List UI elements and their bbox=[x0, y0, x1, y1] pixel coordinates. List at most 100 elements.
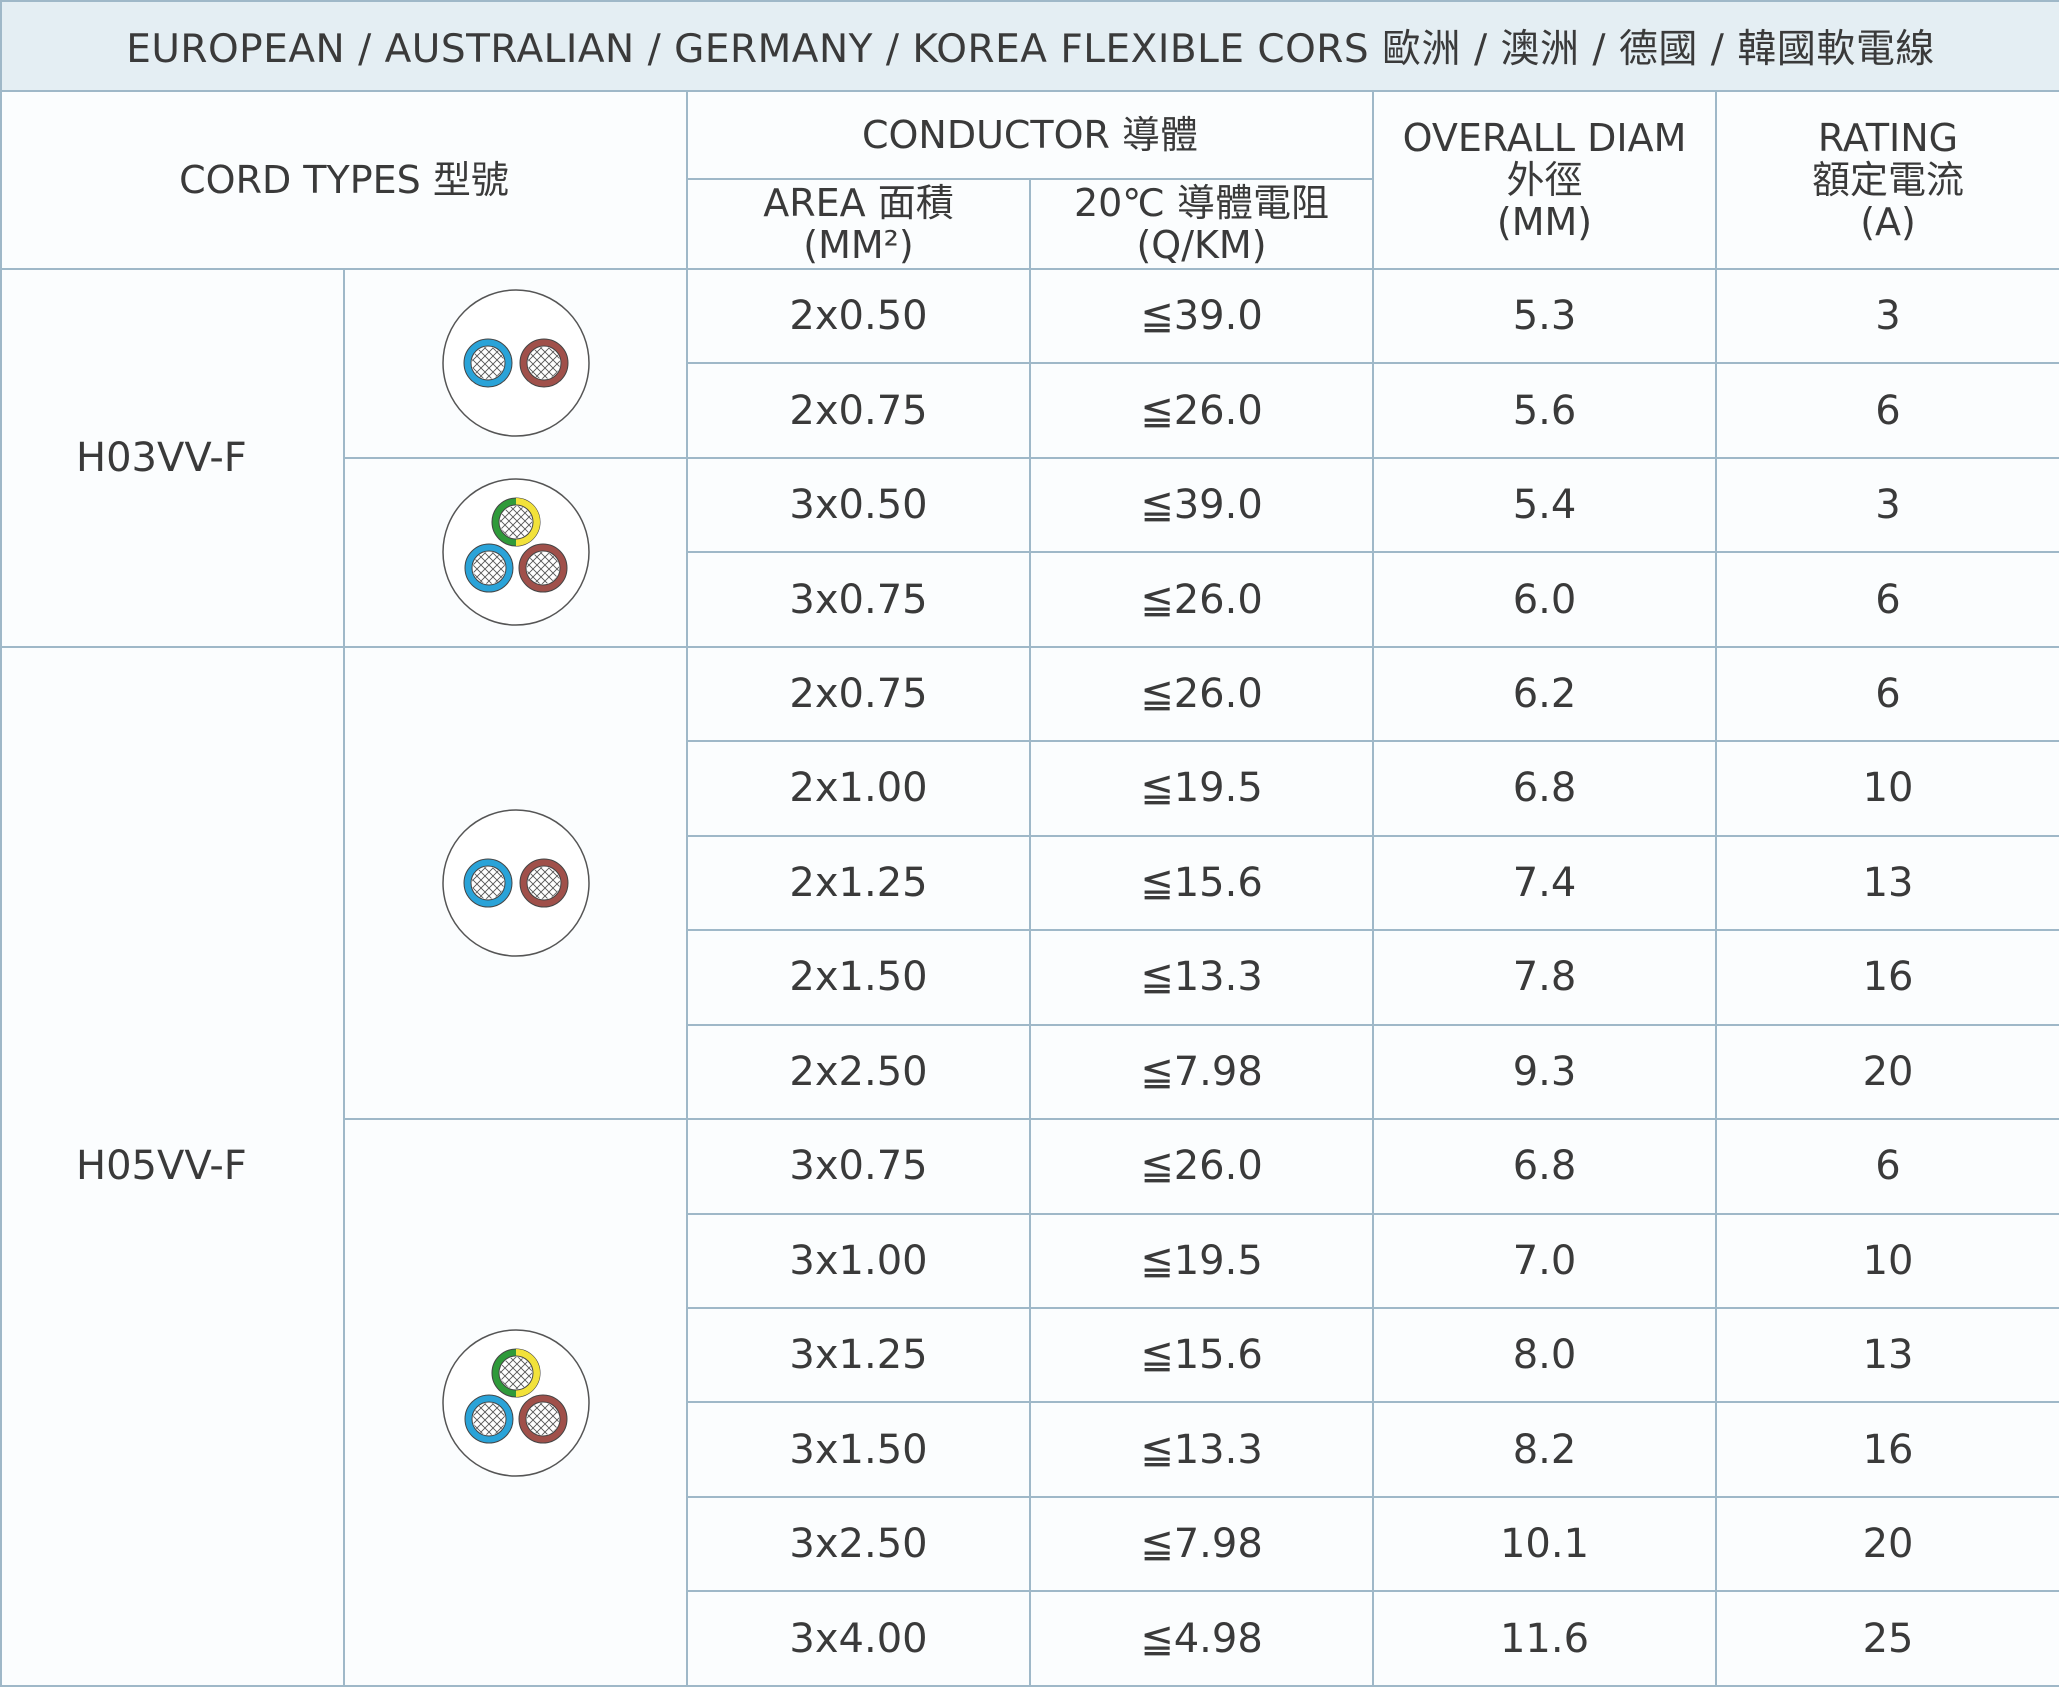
rating-cell: 6 bbox=[1714, 645, 2059, 743]
area-cell: 3x1.00 bbox=[686, 1212, 1031, 1309]
overall-diam-cell: 7.8 bbox=[1372, 929, 1717, 1026]
brown-wire bbox=[518, 543, 567, 593]
rating-cell: 16 bbox=[1714, 929, 2059, 1026]
overall-diam-cell: 7.4 bbox=[1372, 834, 1717, 932]
cable-cross-section-cell bbox=[343, 645, 688, 1121]
area-cell: 2x1.50 bbox=[686, 929, 1031, 1026]
rating-cell: 10 bbox=[1714, 740, 2059, 837]
resistance-cell: ≦19.5 bbox=[1029, 1212, 1374, 1309]
table-title: EUROPEAN / AUSTRALIAN / GERMANY / KOREA … bbox=[0, 0, 2059, 92]
header-rating-line2: 額定電流 bbox=[1812, 158, 1965, 202]
resistance-cell: ≦26.0 bbox=[1029, 645, 1374, 743]
rating-cell: 20 bbox=[1714, 1495, 2059, 1593]
overall-diam-cell: 10.1 bbox=[1372, 1495, 1717, 1593]
overall-diam-cell: 6.0 bbox=[1372, 551, 1717, 648]
resistance-cell: ≦4.98 bbox=[1029, 1590, 1374, 1687]
area-cell: 3x4.00 bbox=[686, 1590, 1031, 1687]
area-cell: 2x0.50 bbox=[686, 267, 1031, 365]
resistance-cell: ≦7.98 bbox=[1029, 1495, 1374, 1593]
overall-diam-cell: 6.2 bbox=[1372, 645, 1717, 743]
table-row: 2x1.50 ≦13.3 7.8 16 bbox=[1, 929, 2059, 1026]
overall-diam-cell: 5.4 bbox=[1372, 456, 1717, 554]
rating-cell: 3 bbox=[1714, 267, 2059, 365]
header-diam-line3: (MM) bbox=[1496, 200, 1593, 244]
overall-diam-cell: 5.3 bbox=[1372, 267, 1717, 365]
table-row: 3x1.25 ≦15.6 8.0 13 bbox=[1, 1306, 2059, 1404]
three-core-cable-icon bbox=[345, 1328, 686, 1478]
cable-cross-section-cell bbox=[343, 456, 688, 648]
rating-cell: 3 bbox=[1714, 456, 2059, 554]
area-cell: 3x1.25 bbox=[686, 1306, 1031, 1404]
resistance-cell: ≦26.0 bbox=[1029, 1118, 1374, 1215]
cord-type-label: H03VV-F bbox=[0, 268, 345, 648]
overall-diam-cell: 5.6 bbox=[1372, 362, 1717, 459]
earth-wire bbox=[491, 1348, 540, 1398]
resistance-cell: ≦13.3 bbox=[1029, 1401, 1374, 1498]
overall-diam-cell: 7.0 bbox=[1372, 1212, 1717, 1309]
rating-cell: 25 bbox=[1714, 1590, 2059, 1687]
resistance-cell: ≦7.98 bbox=[1029, 1023, 1374, 1121]
table-body: H03VV-F 2x0.50 ≦39.0 5.3 3 2x0.75 ≦26.0 5.6 6 3x0… bbox=[0, 267, 2059, 1687]
table-row: 3x0.75 ≦26.0 6.8 6 bbox=[1, 1118, 2059, 1687]
header-cord-types: CORD TYPES 型號 bbox=[0, 90, 688, 270]
rating-cell: 6 bbox=[1714, 551, 2059, 648]
blue-wire bbox=[463, 858, 512, 908]
table-row: 3x1.50 ≦13.3 8.2 16 bbox=[1, 1401, 2059, 1498]
brown-wire bbox=[519, 338, 568, 388]
table-row: 2x1.00 ≦19.5 6.8 10 bbox=[1, 740, 2059, 837]
header-overall-diam: OVERALL DIAM 外徑 (MM) bbox=[1372, 90, 1717, 270]
blue-wire bbox=[463, 338, 512, 388]
resistance-cell: ≦39.0 bbox=[1029, 267, 1374, 365]
two-core-cable-icon bbox=[345, 288, 686, 438]
area-cell: 3x1.50 bbox=[686, 1401, 1031, 1498]
rating-cell: 20 bbox=[1714, 1023, 2059, 1121]
rating-cell: 13 bbox=[1714, 834, 2059, 932]
overall-diam-cell: 6.8 bbox=[1372, 740, 1717, 837]
table-row: 3x2.50 ≦7.98 10.1 20 bbox=[1, 1495, 2059, 1593]
area-cell: 3x0.50 bbox=[686, 456, 1031, 554]
header-resistance-line2: (Q/KM) bbox=[1136, 223, 1267, 267]
brown-wire bbox=[519, 858, 568, 908]
table-row: 2x1.25 ≦15.6 7.4 13 bbox=[1, 834, 2059, 932]
brown-wire bbox=[518, 1394, 567, 1444]
cable-sheath bbox=[441, 289, 590, 438]
resistance-cell: ≦39.0 bbox=[1029, 456, 1374, 554]
area-cell: 2x1.25 bbox=[686, 834, 1031, 932]
header-rating-line3: (A) bbox=[1860, 200, 1916, 244]
rating-cell: 13 bbox=[1714, 1306, 2059, 1404]
table-row: 3x0.75 ≦26.0 6.0 6 bbox=[1, 551, 2059, 648]
table-row: H03VV-F 2x0.50 ≦39.0 5.3 3 bbox=[0, 267, 2059, 648]
header-area-line1: AREA 面積 bbox=[763, 181, 954, 225]
header-diam-line2: 外徑 bbox=[1506, 158, 1583, 202]
table-row: H05VV-F 2x0.75 ≦26.0 6.2 6 bbox=[0, 645, 2059, 1687]
overall-diam-cell: 8.0 bbox=[1372, 1306, 1717, 1404]
table-row: 3x0.50 ≦39.0 5.4 3 bbox=[1, 456, 2059, 648]
rating-cell: 10 bbox=[1714, 1212, 2059, 1309]
header-area-line2: (MM²) bbox=[803, 223, 914, 267]
area-cell: 2x2.50 bbox=[686, 1023, 1031, 1121]
three-core-cable-icon bbox=[345, 477, 686, 627]
area-cell: 3x2.50 bbox=[686, 1495, 1031, 1593]
resistance-cell: ≦15.6 bbox=[1029, 834, 1374, 932]
header-rating: RATING 額定電流 (A) bbox=[1714, 90, 2059, 270]
earth-wire bbox=[491, 497, 540, 547]
area-cell: 3x0.75 bbox=[686, 551, 1031, 648]
cable-cross-section-cell bbox=[343, 268, 688, 459]
header-resistance: 20℃ 導體電阻 (Q/KM) bbox=[1029, 178, 1374, 270]
rating-cell: 16 bbox=[1714, 1401, 2059, 1498]
overall-diam-cell: 11.6 bbox=[1372, 1590, 1717, 1687]
resistance-cell: ≦19.5 bbox=[1029, 740, 1374, 837]
header-diam-line1: OVERALL DIAM bbox=[1402, 116, 1687, 160]
header-rating-line1: RATING bbox=[1817, 116, 1959, 160]
header-area: AREA 面積 (MM²) bbox=[686, 178, 1031, 270]
resistance-cell: ≦13.3 bbox=[1029, 929, 1374, 1026]
resistance-cell: ≦15.6 bbox=[1029, 1306, 1374, 1404]
rating-cell: 6 bbox=[1714, 1118, 2059, 1215]
table-row: 3x1.00 ≦19.5 7.0 10 bbox=[1, 1212, 2059, 1309]
cable-sheath bbox=[441, 809, 590, 957]
blue-wire bbox=[464, 1394, 513, 1444]
header-conductor: CONDUCTOR 導體 bbox=[686, 90, 1374, 180]
cable-cross-section-cell bbox=[343, 1118, 688, 1687]
